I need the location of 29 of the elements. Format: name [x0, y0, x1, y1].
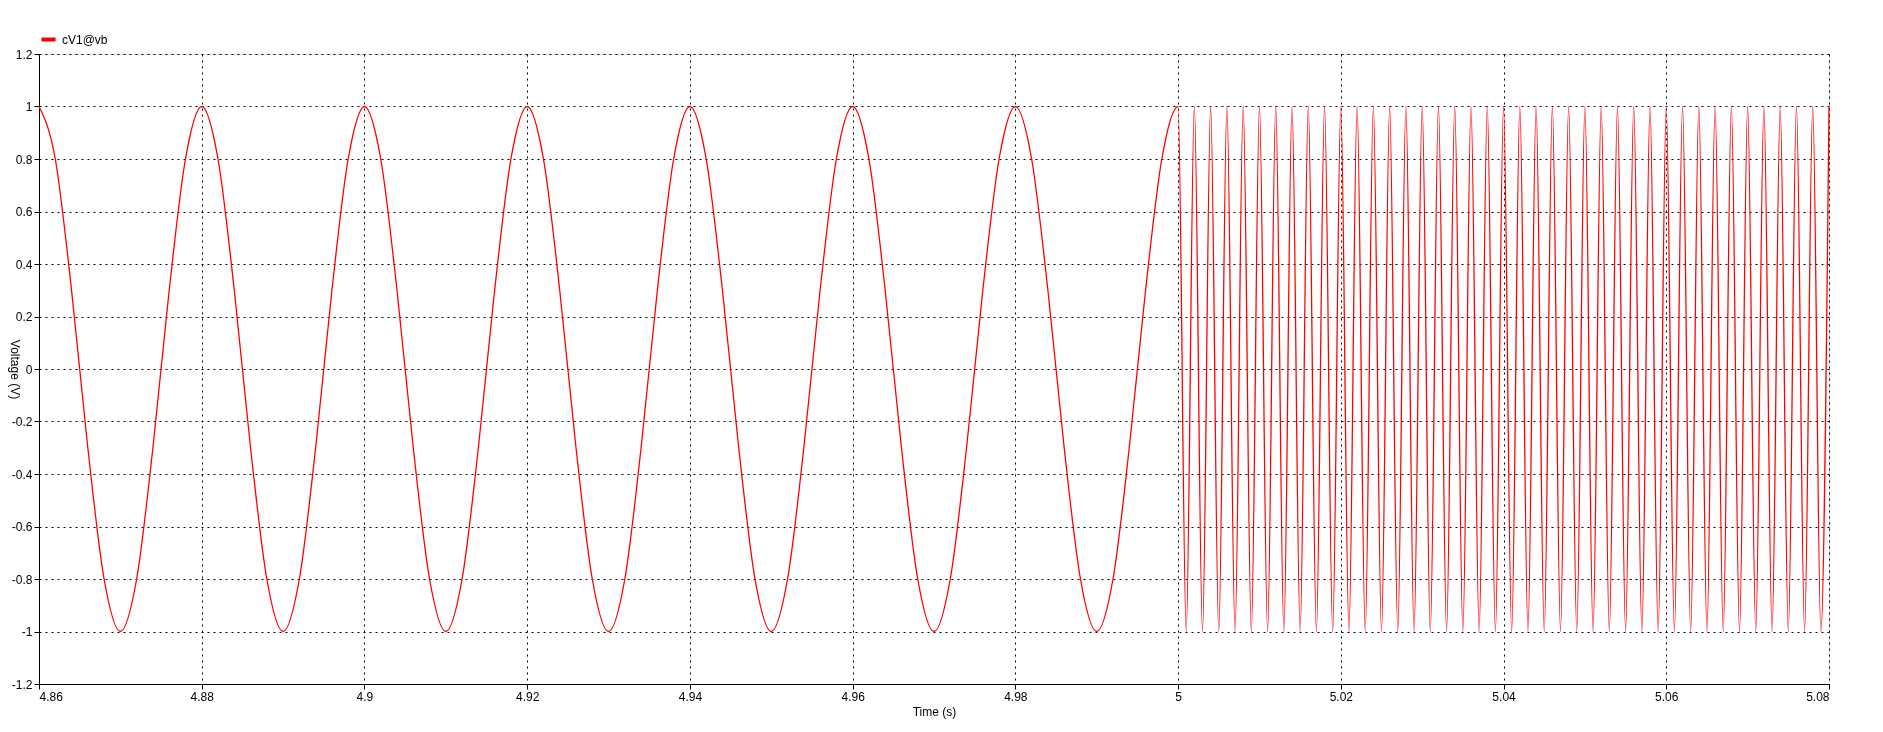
- legend-label: cV1@vb: [62, 32, 108, 47]
- y-tick-label: 0: [25, 362, 33, 377]
- x-tick-label: 5.04: [1492, 689, 1517, 704]
- y-tick-label: -0.2: [11, 415, 33, 429]
- y-tick-label: -0.4: [11, 467, 33, 482]
- x-tick-label: 4.88: [190, 689, 215, 704]
- y-tick-label: 0.4: [15, 257, 33, 272]
- y-tick-label: -0.8: [11, 572, 33, 587]
- y-tick-label: -1: [21, 625, 33, 639]
- x-tick-label: 4.86: [39, 689, 64, 704]
- line-series: [38, 105, 1830, 633]
- y-tick-label: 1.2: [15, 47, 33, 62]
- x-tick-label: 5: [1175, 689, 1183, 704]
- x-tick-label: 4.98: [1004, 689, 1028, 704]
- y-tick-label: 0.2: [15, 310, 33, 324]
- y-tick-label: -1.2: [11, 677, 33, 692]
- x-tick-label: 4.96: [841, 689, 866, 704]
- x-tick-label: 5.02: [1329, 689, 1354, 704]
- y-tick-label: 0.6: [15, 205, 33, 219]
- y-axis-title: Voltage (V): [7, 339, 22, 400]
- x-tick-label: 5.08: [1806, 689, 1830, 704]
- x-tick-label: 4.92: [516, 689, 540, 704]
- x-tick-label: 4.9: [356, 689, 374, 704]
- y-tick-label: 0.8: [15, 152, 33, 167]
- x-axis-title: Time (s): [912, 704, 957, 719]
- x-tick-label: 5.06: [1655, 689, 1679, 704]
- x-tick-label: 4.94: [678, 689, 703, 704]
- y-tick-label: 1: [25, 100, 33, 114]
- y-tick-label: -0.6: [11, 520, 33, 534]
